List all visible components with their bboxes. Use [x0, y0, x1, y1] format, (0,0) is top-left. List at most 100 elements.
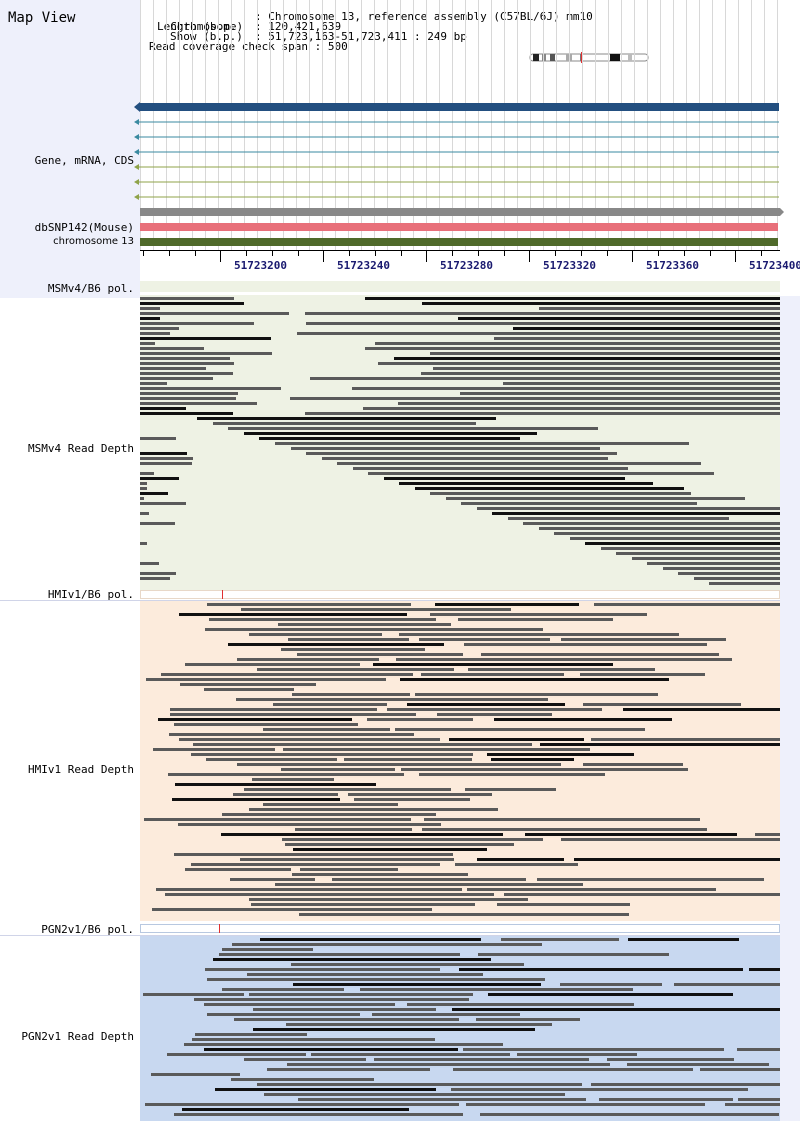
sequence-read	[387, 708, 602, 711]
sequence-read	[421, 673, 564, 676]
gene-track[interactable]	[134, 100, 784, 205]
sequence-read	[561, 638, 726, 641]
ruler-tick	[529, 250, 530, 262]
sequence-read	[230, 878, 315, 881]
sequence-read	[694, 577, 800, 580]
sequence-read	[430, 352, 800, 355]
sequence-read	[185, 868, 291, 871]
right-scroll-edge[interactable]	[780, 296, 800, 1121]
sequence-read	[167, 1053, 306, 1056]
sequence-read	[267, 1068, 430, 1071]
sequence-read	[384, 477, 625, 480]
sequence-read	[204, 1048, 458, 1051]
sequence-read	[237, 763, 561, 766]
sequence-read	[494, 337, 800, 340]
grid-line	[673, 0, 674, 250]
sequence-read	[153, 748, 275, 751]
chromosome-label: Chromosome	[170, 20, 237, 33]
show-label: Show (b.p.)	[170, 30, 243, 43]
sequence-read	[738, 1098, 800, 1101]
sequence-read	[749, 968, 800, 971]
grid-line	[231, 0, 232, 250]
grid-line	[413, 0, 414, 250]
grid-line	[270, 0, 271, 250]
msmv4-pol-bar	[140, 281, 780, 292]
grid-line	[192, 0, 193, 250]
sequence-read	[249, 898, 528, 901]
sequence-read	[205, 968, 440, 971]
sequence-read	[259, 437, 520, 440]
app-title: Map View	[8, 10, 76, 26]
ruler-axis	[140, 250, 780, 251]
sequence-read	[140, 402, 257, 405]
sequence-read	[570, 537, 800, 540]
sequence-read	[755, 833, 800, 836]
sequence-read	[452, 1008, 783, 1011]
sequence-read	[140, 312, 289, 315]
grid-line	[582, 0, 583, 250]
pgn2v1-pol-label: PGN2v1/B6 pol.	[41, 923, 134, 936]
sequence-read	[363, 407, 800, 410]
sequence-read	[140, 392, 238, 395]
sequence-read	[207, 978, 545, 981]
ruler-tick	[220, 250, 221, 262]
sequence-read	[140, 367, 206, 370]
grid-line	[465, 0, 466, 250]
sequence-read	[140, 372, 233, 375]
sequence-read	[374, 1058, 589, 1061]
sequence-read	[228, 427, 598, 430]
grid-line	[361, 0, 362, 250]
sequence-read	[360, 988, 633, 991]
length-label: Length (b.p.)	[157, 20, 244, 33]
sequence-read	[207, 603, 411, 606]
sequence-read	[140, 407, 186, 410]
sequence-read	[399, 482, 653, 485]
sequence-read	[172, 798, 340, 801]
sequence-read	[175, 783, 376, 786]
sequence-read	[273, 703, 387, 706]
sequence-read	[222, 813, 436, 816]
ruler-tick	[710, 250, 711, 256]
sequence-read	[221, 833, 503, 836]
sequence-read	[237, 658, 379, 661]
sequence-read	[146, 678, 386, 681]
sequence-read	[574, 858, 800, 861]
sequence-read	[152, 908, 432, 911]
sequence-read	[140, 462, 192, 465]
sequence-read	[476, 1018, 580, 1021]
info-length: Length (b.p.)	[157, 20, 244, 33]
sequence-read	[179, 738, 440, 741]
sequence-read	[396, 658, 732, 661]
sequence-read	[140, 332, 170, 335]
sequence-read	[407, 1003, 634, 1006]
sequence-read	[463, 1048, 724, 1051]
sequence-read	[297, 653, 463, 656]
sequence-read	[523, 522, 800, 525]
sequence-read	[464, 643, 707, 646]
sequence-read	[286, 1023, 552, 1026]
grid-line	[595, 0, 596, 250]
sequence-read	[422, 828, 707, 831]
sequence-read	[140, 382, 167, 385]
sequence-read	[725, 1103, 800, 1106]
sequence-read	[204, 1003, 395, 1006]
sequence-read	[458, 317, 800, 320]
grid-line	[517, 0, 518, 250]
ruler-tick	[658, 250, 659, 256]
grid-line	[738, 0, 739, 250]
sequence-read	[513, 327, 800, 330]
sequence-read	[140, 512, 149, 515]
ruler-tick	[426, 250, 427, 262]
sequence-read	[222, 948, 313, 951]
sequence-read	[492, 512, 800, 515]
sequence-read	[140, 387, 281, 390]
sequence-read	[140, 522, 175, 525]
sequence-read	[591, 1083, 800, 1086]
sequence-read	[263, 728, 390, 731]
grid-line	[569, 0, 570, 250]
sequence-read	[257, 668, 454, 671]
sequence-read	[275, 442, 689, 445]
ruler-tick-label: 51723360	[646, 259, 699, 272]
snp-track[interactable]	[140, 207, 785, 247]
chromosome-value: Chromosome 13, reference assembly (C57BL…	[268, 10, 593, 23]
